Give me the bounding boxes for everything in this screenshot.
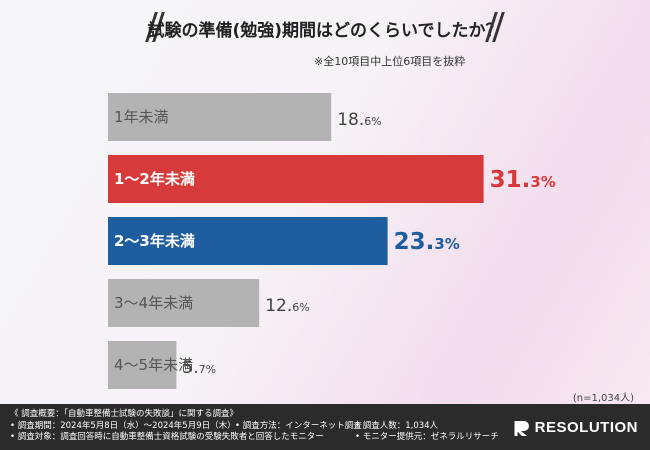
bar-1 — [108, 93, 332, 141]
footer-line: • 調査期間：2024年5月8日（水）〜2024年5月9日（木） — [10, 420, 236, 431]
footer-col-2: • 調査方法：インターネット調査 — [235, 421, 362, 433]
category-label: 4〜5年未満 — [114, 356, 193, 374]
bar-4 — [108, 279, 260, 327]
survey-footer: 《 調査概要：「自動車整備士試験の失敗談」に関する調査》 • 調査期間：2024… — [0, 404, 650, 450]
sample-size-note: (n=1,034人) — [572, 393, 634, 404]
category-label: 1年未満 — [114, 108, 169, 126]
value-label: 12.6% — [265, 296, 310, 316]
footer-col-3: • 調査人数：1,034人 • モニター提供元：ゼネラルリサーチ — [355, 421, 499, 444]
footer-col-1: 《 調査概要：「自動車整備士試験の失敗談」に関する調査》 • 調査期間：2024… — [10, 409, 324, 444]
bar-5 — [108, 341, 177, 389]
bar-2 — [108, 155, 484, 203]
selection-note: ※全10項目中上位6項目を抜粋 — [314, 55, 466, 68]
category-label: 2〜3年未満 — [114, 232, 195, 250]
value-label: 5.7% — [182, 358, 216, 378]
bar-3 — [108, 217, 388, 265]
chart-title: 試験の準備(勉強)期間はどのくらいでしたか？ — [147, 21, 503, 41]
title-area: 試験の準備(勉強)期間はどのくらいでしたか？ — [0, 10, 650, 46]
footer-line: • 調査人数：1,034人 — [355, 420, 439, 431]
footer-line: • 調査対象：調査回答時に自動車整備士資格試験の受験失敗者と回答したモニター — [10, 432, 324, 442]
footer-line: • 調査方法：インターネット調査 — [235, 420, 362, 431]
footer-line: 《 調査概要：「自動車整備士試験の失敗談」に関する調査》 — [10, 409, 238, 419]
category-label: 3〜4年未満 — [114, 294, 193, 312]
logo-text: RESOLUTION — [534, 419, 638, 437]
value-label: 23.3% — [394, 229, 460, 255]
logo-mark-icon — [514, 421, 529, 436]
resolution-logo: RESOLUTION — [513, 418, 638, 438]
footer-line: • モニター提供元：ゼネラルリサーチ — [355, 432, 499, 442]
value-label: 18.6% — [337, 110, 382, 130]
bar-chart: 1年未満 18.6% 1〜2年未満 31.3% 2〜3年未満 23.3% 3〜4年未満 12.… — [108, 93, 556, 389]
value-label: 31.3% — [490, 167, 556, 193]
category-label: 1〜2年未満 — [114, 170, 195, 188]
